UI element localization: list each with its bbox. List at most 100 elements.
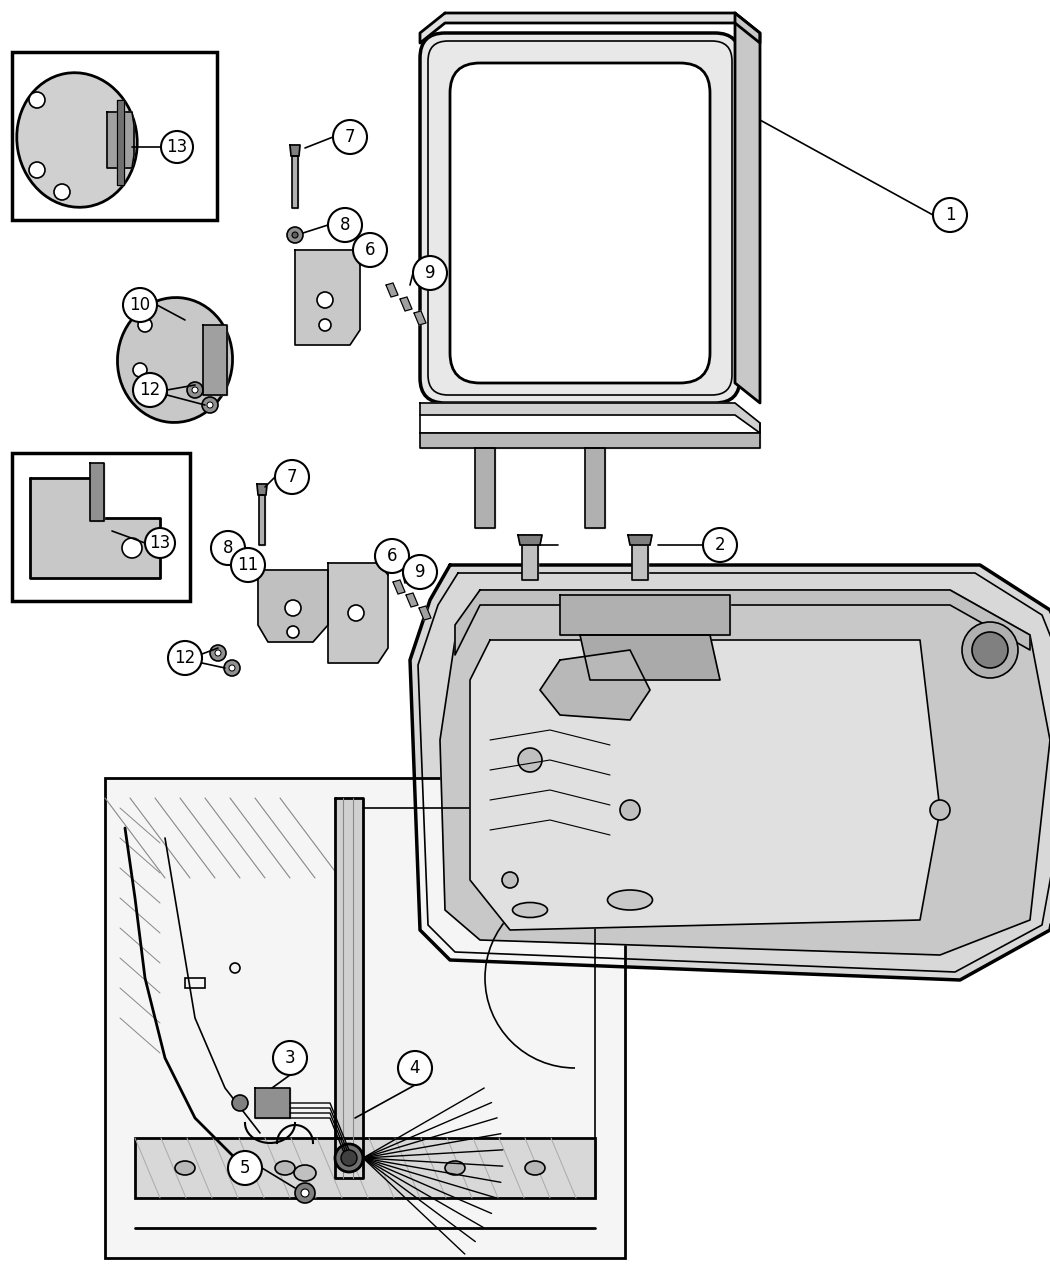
Ellipse shape: [275, 1162, 295, 1176]
Circle shape: [240, 550, 256, 566]
Circle shape: [413, 256, 447, 289]
Ellipse shape: [118, 297, 232, 422]
Circle shape: [123, 288, 158, 323]
Polygon shape: [107, 112, 134, 168]
Circle shape: [333, 120, 368, 154]
Ellipse shape: [525, 1162, 545, 1176]
Circle shape: [275, 460, 309, 493]
Circle shape: [202, 397, 218, 413]
Circle shape: [341, 1150, 357, 1167]
Ellipse shape: [17, 73, 138, 208]
Text: 11: 11: [237, 556, 258, 574]
Text: 6: 6: [364, 241, 375, 259]
Circle shape: [287, 227, 303, 244]
Circle shape: [518, 748, 542, 771]
Circle shape: [502, 872, 518, 887]
Text: 7: 7: [344, 128, 355, 147]
Bar: [12, 453, 190, 601]
Circle shape: [972, 632, 1008, 668]
Polygon shape: [295, 250, 360, 346]
Polygon shape: [292, 156, 298, 208]
Polygon shape: [470, 640, 940, 929]
Circle shape: [232, 1095, 248, 1111]
Polygon shape: [393, 580, 405, 594]
Ellipse shape: [445, 1162, 465, 1176]
Text: 6: 6: [386, 547, 397, 565]
Ellipse shape: [175, 1162, 195, 1176]
Polygon shape: [455, 590, 1030, 655]
Circle shape: [54, 184, 70, 200]
Text: 9: 9: [425, 264, 436, 282]
Polygon shape: [258, 570, 328, 643]
Circle shape: [295, 1183, 315, 1204]
Circle shape: [161, 131, 193, 163]
Polygon shape: [386, 283, 398, 297]
Circle shape: [328, 208, 362, 242]
Circle shape: [211, 530, 245, 565]
Polygon shape: [628, 536, 652, 544]
Polygon shape: [522, 536, 538, 580]
Circle shape: [215, 650, 220, 657]
Polygon shape: [735, 13, 760, 403]
Circle shape: [398, 1051, 432, 1085]
Circle shape: [933, 198, 967, 232]
Text: 1: 1: [945, 207, 956, 224]
Circle shape: [620, 799, 640, 820]
Polygon shape: [257, 484, 267, 495]
Polygon shape: [328, 564, 388, 663]
Circle shape: [138, 317, 152, 332]
Circle shape: [231, 548, 265, 581]
Circle shape: [192, 388, 198, 393]
Polygon shape: [420, 403, 760, 434]
Circle shape: [317, 292, 333, 309]
Circle shape: [375, 539, 410, 572]
Polygon shape: [410, 565, 1050, 980]
Polygon shape: [540, 650, 650, 720]
Polygon shape: [420, 13, 760, 43]
Polygon shape: [420, 434, 760, 448]
Polygon shape: [203, 325, 227, 395]
Text: 5: 5: [239, 1159, 250, 1177]
Polygon shape: [400, 297, 412, 311]
Polygon shape: [406, 593, 418, 607]
Ellipse shape: [294, 1165, 316, 1181]
Circle shape: [207, 402, 213, 408]
Circle shape: [353, 233, 387, 266]
Text: 7: 7: [287, 468, 297, 486]
Polygon shape: [414, 311, 426, 325]
Bar: [135, 1139, 595, 1198]
Circle shape: [403, 555, 437, 589]
Polygon shape: [255, 1088, 290, 1118]
Circle shape: [133, 363, 147, 377]
Polygon shape: [560, 595, 730, 635]
Polygon shape: [585, 448, 605, 528]
Polygon shape: [440, 590, 1050, 955]
Circle shape: [292, 232, 298, 238]
Circle shape: [245, 555, 251, 561]
Circle shape: [335, 1144, 363, 1172]
Ellipse shape: [512, 903, 547, 918]
Polygon shape: [290, 145, 300, 156]
Bar: [185, 978, 205, 988]
Polygon shape: [475, 448, 495, 528]
Circle shape: [29, 162, 45, 179]
Circle shape: [228, 1151, 262, 1184]
Text: 12: 12: [174, 649, 195, 667]
Polygon shape: [117, 99, 124, 185]
Circle shape: [29, 92, 45, 108]
Polygon shape: [518, 536, 542, 544]
Ellipse shape: [608, 890, 652, 910]
Text: 10: 10: [129, 296, 150, 314]
Polygon shape: [419, 606, 430, 620]
Text: 8: 8: [223, 539, 233, 557]
Circle shape: [153, 386, 167, 400]
Circle shape: [930, 799, 950, 820]
Circle shape: [145, 528, 175, 558]
Circle shape: [348, 606, 364, 621]
Circle shape: [122, 538, 142, 558]
Circle shape: [224, 660, 240, 676]
Polygon shape: [335, 798, 363, 1178]
Circle shape: [187, 382, 203, 398]
Text: 13: 13: [149, 534, 170, 552]
Text: 3: 3: [285, 1049, 295, 1067]
